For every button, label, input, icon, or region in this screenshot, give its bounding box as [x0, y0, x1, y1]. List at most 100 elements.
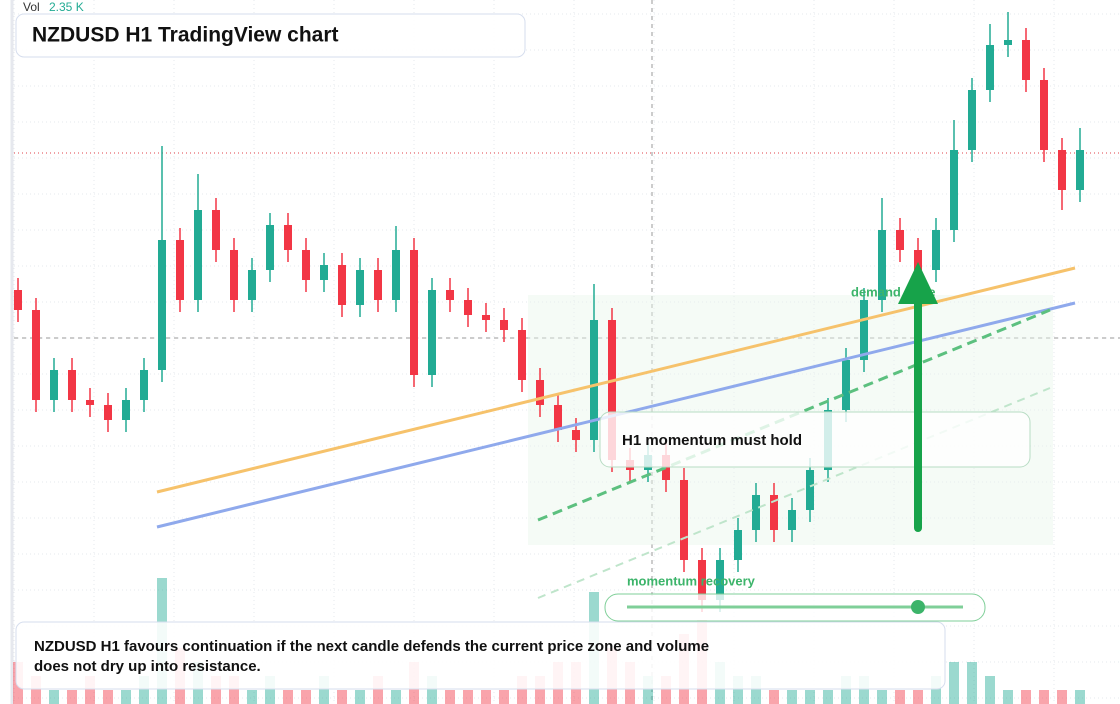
- volume-bar: [49, 690, 59, 704]
- volume-bar: [445, 690, 455, 704]
- candle-body: [698, 560, 706, 600]
- candle-body: [464, 300, 472, 315]
- volume-bar: [319, 676, 329, 704]
- volume-bar: [823, 690, 833, 704]
- candle-body: [446, 290, 454, 300]
- candle-body: [914, 250, 922, 270]
- candle-body: [752, 495, 760, 530]
- candle-body: [788, 510, 796, 530]
- candle-body: [572, 430, 580, 440]
- candle-body: [248, 270, 256, 300]
- candle-body: [338, 265, 346, 305]
- candle-body: [158, 240, 166, 370]
- volume-bar: [265, 676, 275, 704]
- volume-bar: [1075, 690, 1085, 704]
- candle-body: [482, 315, 490, 320]
- recovery-label: momentum recovery: [627, 573, 756, 588]
- caption: NZDUSD H1 favours continuation if the ne…: [34, 638, 710, 675]
- candle-body: [374, 270, 382, 300]
- candle-body: [590, 320, 598, 440]
- candle-body: [1076, 150, 1084, 190]
- volume-bar: [139, 676, 149, 704]
- candle-body: [608, 320, 616, 460]
- candle-body: [734, 530, 742, 560]
- candle-body: [896, 230, 904, 250]
- volume-bar: [499, 690, 509, 704]
- volume-bar: [355, 690, 365, 704]
- volume-bar: [877, 690, 887, 704]
- volume-bar: [787, 690, 797, 704]
- note-text: H1 momentum must hold: [622, 432, 802, 449]
- volume-bar: [661, 676, 671, 704]
- volume-bar: [841, 676, 851, 704]
- arrow-head: [898, 262, 938, 304]
- candle-body: [32, 310, 40, 400]
- volume-bar: [517, 676, 527, 704]
- candle-body: [266, 225, 274, 270]
- candle-body: [320, 265, 328, 280]
- candle-body: [86, 400, 94, 405]
- volume-bar: [535, 676, 545, 704]
- volume-bar: [283, 690, 293, 704]
- candle-body: [716, 560, 724, 600]
- candle-body: [1022, 40, 1030, 80]
- candle-body: [1040, 80, 1048, 150]
- vol-value: 2.35 K: [49, 0, 84, 14]
- candle-body: [1004, 40, 1012, 45]
- candle-body: [842, 360, 850, 410]
- volume-bar: [859, 676, 869, 704]
- candle-body: [356, 270, 364, 305]
- candle-body: [428, 290, 436, 375]
- candle-body: [518, 330, 526, 380]
- volume-bar: [913, 690, 923, 704]
- slider-knob: [911, 600, 925, 614]
- candle-body: [302, 250, 310, 280]
- volume-bar: [895, 690, 905, 704]
- volume-bar: [373, 676, 383, 704]
- volume-bar: [211, 676, 221, 704]
- volume-bar: [31, 676, 41, 704]
- candle-body: [140, 370, 148, 400]
- caption-box: [15, 621, 946, 690]
- volume-bar: [67, 690, 77, 704]
- volume-bar: [247, 690, 257, 704]
- candle-body: [410, 250, 418, 375]
- volume-bar: [103, 690, 113, 704]
- volume-bar: [85, 676, 95, 704]
- candle-body: [680, 480, 688, 560]
- title-box: [15, 13, 526, 58]
- volume-bar: [337, 690, 347, 704]
- volume-bar: [985, 676, 995, 704]
- volume-bar: [1057, 690, 1067, 704]
- volume-bar: [805, 690, 815, 704]
- volume-bar: [463, 690, 473, 704]
- candle-body: [194, 210, 202, 300]
- candle-body: [212, 210, 220, 250]
- candle-body: [878, 230, 886, 300]
- candle-body: [806, 470, 814, 510]
- volume-bar: [643, 676, 653, 704]
- candle-body: [950, 150, 958, 230]
- candle-body: [770, 495, 778, 530]
- candle-body: [104, 405, 112, 420]
- candle-body: [68, 370, 76, 400]
- volume-bar: [427, 676, 437, 704]
- volume-bar: [301, 690, 311, 704]
- candle-body: [932, 230, 940, 270]
- candle-body: [392, 250, 400, 300]
- candle-layer: [14, 12, 1084, 612]
- volume-bar: [751, 676, 761, 704]
- volume-bar: [1039, 690, 1049, 704]
- volume-bar: [949, 662, 959, 704]
- volume-bar: [1003, 690, 1013, 704]
- chart-title: NZDUSD H1 TradingView chart: [32, 24, 339, 47]
- candle-body: [284, 225, 292, 250]
- candle-body: [1058, 150, 1066, 190]
- candle-body: [14, 290, 22, 310]
- candle-body: [50, 370, 58, 400]
- volume-bar: [481, 690, 491, 704]
- candle-body: [230, 250, 238, 300]
- candle-body: [986, 45, 994, 90]
- vol-label: Vol: [23, 0, 40, 14]
